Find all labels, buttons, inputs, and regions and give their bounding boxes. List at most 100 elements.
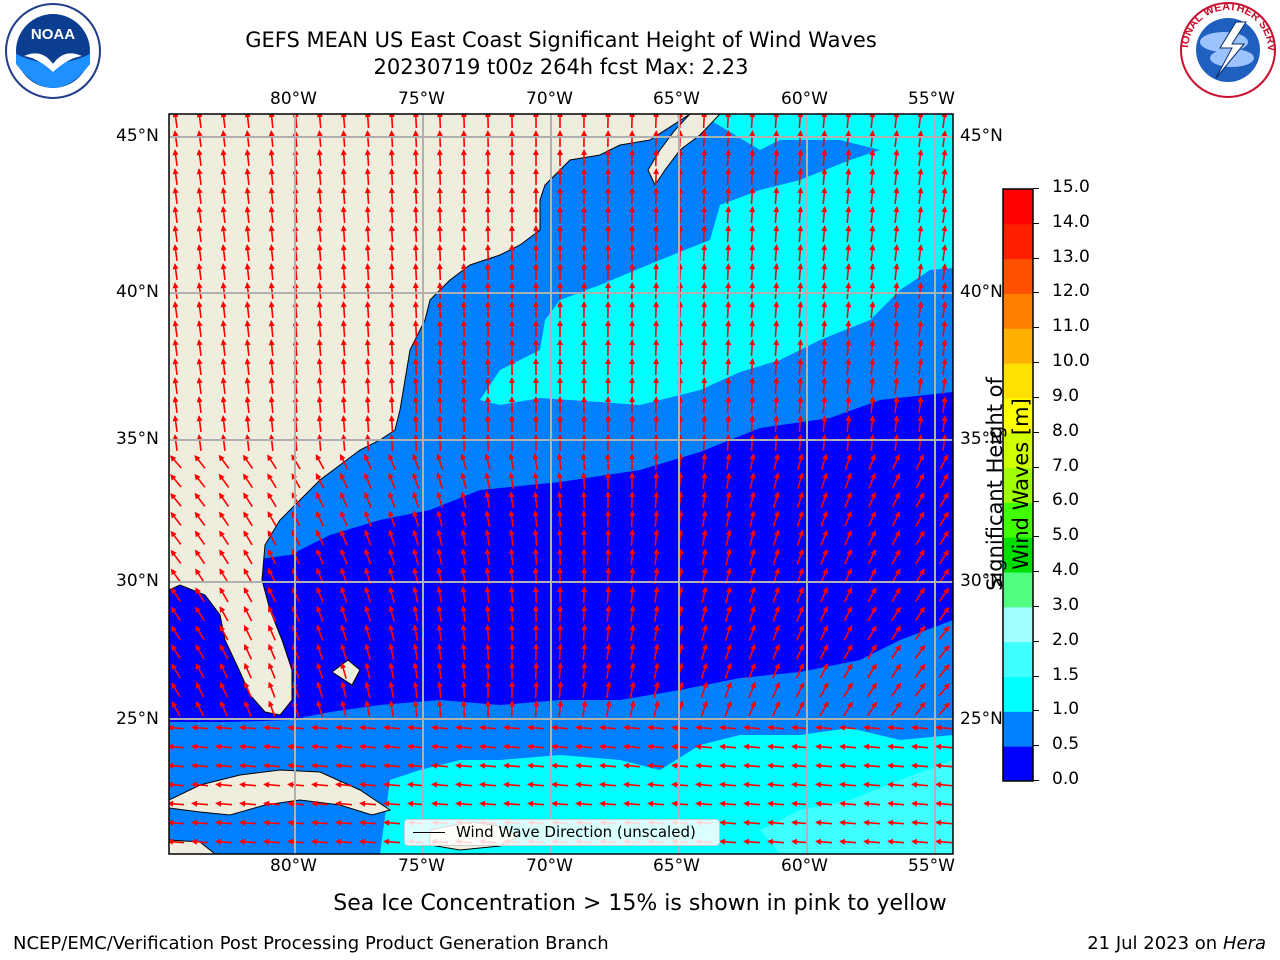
wave-arrow <box>407 781 425 788</box>
wave-arrow <box>820 586 828 603</box>
lat-label-left: 35°N <box>116 429 159 449</box>
wave-arrow <box>748 643 756 660</box>
wave-arrow <box>938 683 950 697</box>
wave-arrow <box>866 682 877 698</box>
wave-arrow <box>412 605 419 622</box>
wave-arrow <box>460 339 467 357</box>
wave-arrow <box>508 472 515 490</box>
wave-arrow <box>914 682 926 697</box>
wave-arrow <box>724 605 732 622</box>
wave-arrow <box>653 187 660 205</box>
wave-arrow <box>938 663 950 678</box>
wave-arrow <box>605 510 612 528</box>
wave-arrow <box>749 282 756 300</box>
wave-arrow <box>939 492 949 508</box>
wave-arrow <box>412 263 419 281</box>
wave-arrow <box>364 700 371 717</box>
wave-arrow <box>891 549 901 565</box>
wave-arrow <box>412 168 419 186</box>
wave-arrow <box>891 530 901 546</box>
wave-arrow <box>364 605 371 622</box>
wave-arrow <box>244 358 251 376</box>
footer-date-text: 21 Jul 2023 on <box>1087 933 1223 954</box>
wave-arrow <box>725 453 732 471</box>
wave-arrow <box>388 548 396 565</box>
wave-arrow <box>605 681 612 699</box>
wave-arrow <box>911 781 929 788</box>
wave-arrow <box>915 530 925 546</box>
wave-arrow <box>388 605 395 622</box>
wave-arrow <box>772 643 780 660</box>
wave-arrow <box>268 339 275 357</box>
wave-arrow <box>533 643 540 661</box>
wave-arrow <box>364 662 371 679</box>
wave-arrow <box>917 225 924 243</box>
wave-arrow <box>941 377 948 395</box>
wave-arrow <box>819 605 828 622</box>
wave-arrow <box>533 662 540 680</box>
wave-arrow <box>340 548 348 565</box>
wave-arrow <box>239 743 257 750</box>
colorbar-tick-label: 0.5 <box>1052 734 1080 755</box>
wave-arrow <box>791 743 809 750</box>
wave-arrow <box>796 529 804 546</box>
wave-arrow <box>725 548 732 565</box>
wave-arrow <box>556 510 563 528</box>
wave-arrow <box>701 624 708 641</box>
wave-arrow <box>701 168 708 186</box>
wave-arrow <box>867 644 877 660</box>
wave-arrow <box>412 358 419 376</box>
wave-arrow <box>340 282 347 300</box>
colorbar-tick-mark <box>1033 396 1039 398</box>
wave-arrow <box>388 149 395 167</box>
wave-arrow <box>508 415 515 433</box>
wave-arrow <box>484 320 491 338</box>
wave-arrow <box>508 662 515 680</box>
wave-arrow <box>797 320 804 338</box>
wave-arrow <box>767 724 785 731</box>
wave-arrow <box>820 491 828 508</box>
wave-arrow <box>701 377 708 395</box>
wave-arrow <box>509 700 516 718</box>
wave-arrow <box>388 377 395 395</box>
wave-arrow <box>869 168 876 186</box>
wave-arrow <box>383 743 401 750</box>
footer-date: 21 Jul 2023 on Hera <box>1087 933 1266 954</box>
wave-arrow <box>815 781 833 788</box>
wave-arrow <box>383 819 401 826</box>
wave-arrow <box>243 605 253 622</box>
wave-arrow <box>220 320 227 338</box>
map-legend: Wind Wave Direction (unscaled) <box>404 819 720 846</box>
wave-arrow <box>243 624 253 641</box>
wave-arrow <box>191 743 209 750</box>
wave-arrow <box>701 358 708 376</box>
wave-arrow <box>557 700 564 718</box>
wave-arrow <box>508 605 515 623</box>
wave-arrow <box>605 377 612 395</box>
wave-arrow <box>749 149 756 167</box>
wave-arrow <box>484 263 491 281</box>
lat-label-right: 45°N <box>960 126 1003 146</box>
wave-arrow <box>653 548 660 566</box>
wave-arrow <box>460 263 467 281</box>
wave-arrow <box>484 377 491 395</box>
wave-arrow <box>797 168 804 186</box>
wave-arrow <box>604 472 611 490</box>
wave-arrow <box>388 491 396 508</box>
wave-arrow <box>311 724 329 731</box>
wave-arrow <box>412 586 419 603</box>
wave-arrow <box>532 149 539 167</box>
wave-arrow <box>316 529 325 546</box>
wave-arrow <box>484 282 491 300</box>
wave-arrow <box>725 377 732 395</box>
wave-arrow <box>436 491 443 508</box>
wave-arrow <box>891 606 901 622</box>
wave-arrow <box>316 681 324 698</box>
wave-arrow <box>869 339 876 357</box>
wave-arrow <box>268 358 275 376</box>
colorbar-tick-mark <box>1033 257 1039 259</box>
wave-arrow <box>795 662 805 679</box>
wave-arrow <box>839 762 857 769</box>
wave-arrow <box>719 819 737 826</box>
wave-arrow <box>915 511 925 527</box>
